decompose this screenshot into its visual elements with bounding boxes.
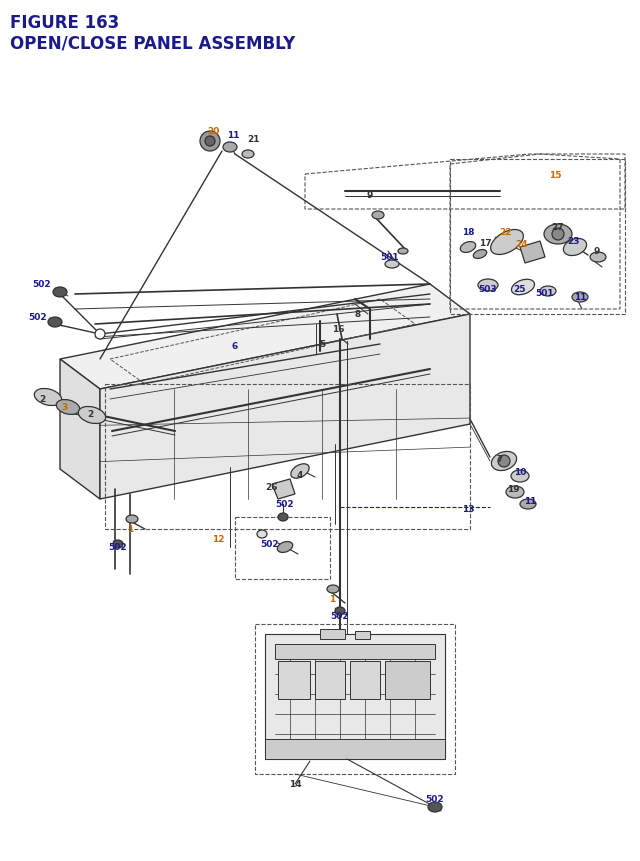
Text: 2: 2 [87,410,93,419]
Text: 5: 5 [319,340,325,349]
Text: 22: 22 [499,228,511,238]
Ellipse shape [335,607,345,616]
Text: 11: 11 [524,497,536,506]
Ellipse shape [257,530,267,538]
Ellipse shape [590,253,606,263]
Ellipse shape [491,230,524,255]
Polygon shape [315,661,345,699]
Ellipse shape [291,464,309,479]
Ellipse shape [223,143,237,152]
Text: 14: 14 [289,779,301,789]
Ellipse shape [572,293,588,303]
Bar [255,624,455,774]
Ellipse shape [428,802,442,812]
Ellipse shape [242,151,254,158]
Polygon shape [275,644,435,660]
Text: 4: 4 [297,471,303,480]
Bar [235,517,330,579]
Ellipse shape [478,280,498,292]
Text: 16: 16 [332,325,344,334]
Text: 21: 21 [248,135,260,145]
Text: 501: 501 [381,253,399,263]
Polygon shape [385,661,430,699]
Text: 502: 502 [276,500,294,509]
Text: 502: 502 [29,313,47,322]
Ellipse shape [48,318,62,328]
Text: 502: 502 [33,280,51,289]
Polygon shape [60,360,100,499]
Text: 27: 27 [552,223,564,232]
Text: 502: 502 [109,543,127,552]
Text: 23: 23 [568,238,580,246]
Text: 502: 502 [426,795,444,803]
Bar [105,385,470,530]
Text: 20: 20 [207,127,219,135]
Ellipse shape [460,242,476,253]
Text: 3: 3 [62,403,68,412]
Text: 8: 8 [355,310,361,319]
Circle shape [205,137,215,147]
Ellipse shape [520,499,536,510]
Ellipse shape [35,389,61,406]
Text: 19: 19 [507,485,519,494]
Text: OPEN/CLOSE PANEL ASSEMBLY: OPEN/CLOSE PANEL ASSEMBLY [10,34,295,52]
Polygon shape [272,480,295,499]
Circle shape [498,455,510,468]
Polygon shape [60,285,470,389]
Polygon shape [100,314,470,499]
Text: 11: 11 [227,130,239,139]
Text: 502: 502 [331,612,349,621]
Text: 6: 6 [232,342,238,351]
Circle shape [200,132,220,152]
Ellipse shape [492,452,516,471]
Ellipse shape [78,407,106,424]
Ellipse shape [506,486,524,499]
Ellipse shape [540,287,556,297]
Polygon shape [265,635,445,759]
Text: 502: 502 [260,540,279,548]
Text: FIGURE 163: FIGURE 163 [10,14,119,32]
Text: 501: 501 [536,289,554,298]
Ellipse shape [544,225,572,245]
Text: 1: 1 [329,595,335,604]
Circle shape [95,330,105,339]
Ellipse shape [56,400,80,415]
Ellipse shape [511,280,534,295]
Text: 7: 7 [497,455,503,464]
Text: 26: 26 [266,483,278,492]
Text: 9: 9 [594,247,600,257]
Circle shape [552,229,564,241]
Text: 24: 24 [516,240,528,249]
Polygon shape [350,661,380,699]
Ellipse shape [511,470,529,482]
Ellipse shape [113,541,123,548]
Bar [355,631,370,639]
Ellipse shape [385,261,399,269]
Ellipse shape [53,288,67,298]
Polygon shape [278,661,310,699]
Text: 15: 15 [548,170,561,179]
Text: 12: 12 [212,535,224,544]
Ellipse shape [126,516,138,523]
Polygon shape [520,242,545,263]
Text: 10: 10 [514,468,526,477]
Text: 18: 18 [461,228,474,238]
Ellipse shape [327,585,339,593]
Ellipse shape [278,513,288,522]
Polygon shape [265,739,445,759]
Text: 9: 9 [367,191,373,201]
Text: 2: 2 [39,395,45,404]
Ellipse shape [563,239,587,257]
Ellipse shape [474,251,486,259]
Ellipse shape [398,249,408,255]
Ellipse shape [372,212,384,220]
Text: 17: 17 [479,239,492,248]
Text: 25: 25 [514,285,526,294]
Text: 13: 13 [461,505,474,514]
Text: 11: 11 [573,293,586,302]
Bar [320,629,345,639]
Text: 503: 503 [479,285,497,294]
Text: 1: 1 [127,525,133,534]
Ellipse shape [277,542,292,553]
